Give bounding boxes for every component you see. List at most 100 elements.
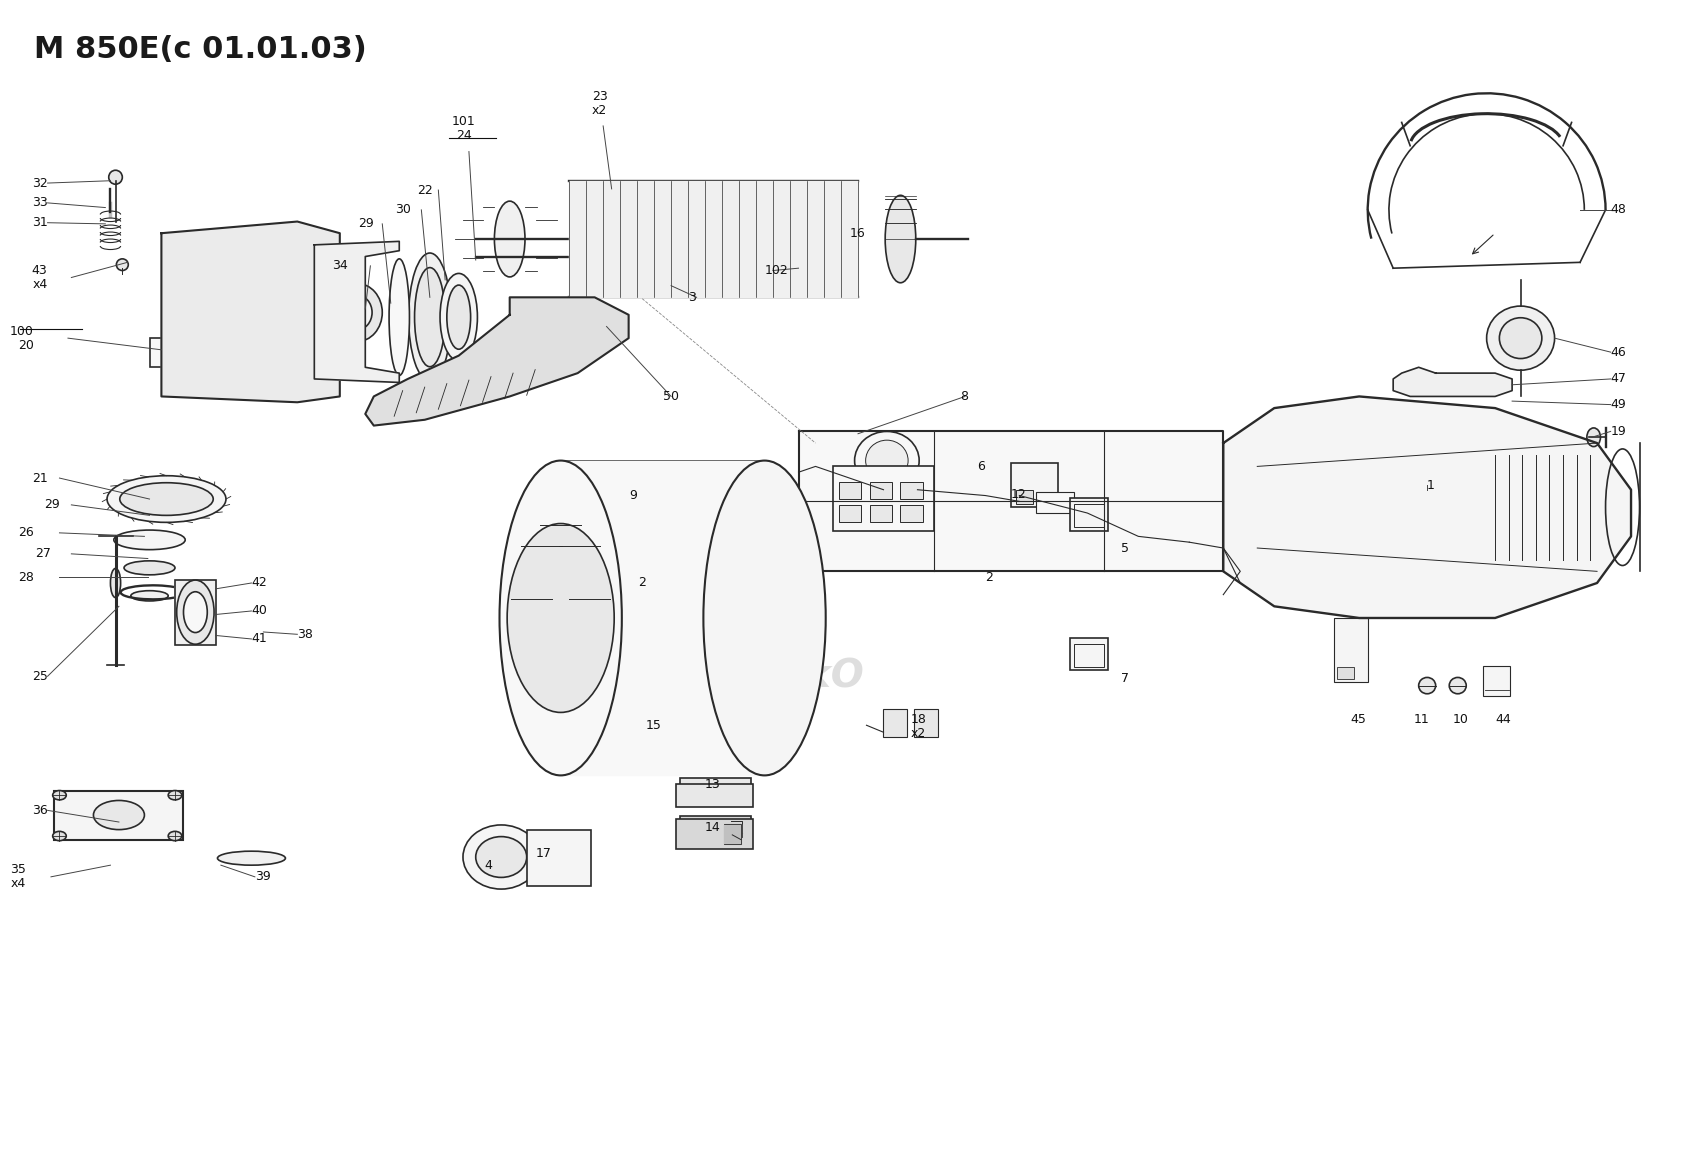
Ellipse shape bbox=[107, 476, 226, 522]
Text: 28: 28 bbox=[19, 570, 34, 584]
Ellipse shape bbox=[233, 293, 270, 330]
Ellipse shape bbox=[217, 851, 285, 865]
Ellipse shape bbox=[885, 195, 915, 283]
Text: 46: 46 bbox=[1610, 345, 1625, 359]
Ellipse shape bbox=[109, 170, 122, 184]
Bar bbox=[869, 505, 891, 522]
Bar bbox=[1073, 504, 1104, 527]
Text: 4: 4 bbox=[484, 858, 492, 872]
Text: 39: 39 bbox=[255, 870, 270, 884]
Ellipse shape bbox=[447, 286, 470, 350]
Text: 8: 8 bbox=[959, 389, 968, 403]
Ellipse shape bbox=[1586, 428, 1600, 447]
Ellipse shape bbox=[115, 259, 127, 271]
Text: 29: 29 bbox=[358, 217, 374, 231]
Bar bbox=[679, 778, 751, 799]
Ellipse shape bbox=[53, 791, 66, 800]
Ellipse shape bbox=[1499, 318, 1542, 359]
Ellipse shape bbox=[124, 561, 175, 575]
Text: 16: 16 bbox=[849, 226, 864, 240]
Ellipse shape bbox=[110, 568, 121, 598]
Ellipse shape bbox=[183, 591, 207, 632]
Text: 23
x2: 23 x2 bbox=[591, 90, 608, 117]
Bar bbox=[1015, 490, 1032, 504]
Ellipse shape bbox=[168, 791, 182, 800]
Ellipse shape bbox=[1418, 677, 1435, 694]
Ellipse shape bbox=[462, 826, 540, 888]
Ellipse shape bbox=[168, 831, 182, 841]
Text: 42: 42 bbox=[251, 576, 267, 590]
Text: 102: 102 bbox=[764, 264, 788, 278]
Ellipse shape bbox=[53, 831, 66, 841]
Ellipse shape bbox=[389, 259, 409, 375]
Bar bbox=[1070, 498, 1107, 531]
Ellipse shape bbox=[494, 201, 525, 276]
Text: 19: 19 bbox=[1610, 424, 1625, 438]
Polygon shape bbox=[365, 297, 628, 426]
Text: 50: 50 bbox=[662, 389, 678, 403]
Text: 40: 40 bbox=[251, 604, 267, 618]
Text: 34: 34 bbox=[333, 259, 348, 273]
Text: 47: 47 bbox=[1610, 372, 1625, 386]
Ellipse shape bbox=[414, 267, 445, 367]
Ellipse shape bbox=[219, 280, 284, 343]
Ellipse shape bbox=[119, 483, 214, 515]
Text: 26: 26 bbox=[19, 526, 34, 540]
Polygon shape bbox=[560, 461, 764, 775]
Text: 35
x4: 35 x4 bbox=[10, 863, 25, 891]
Text: 32: 32 bbox=[32, 176, 48, 190]
Text: 36: 36 bbox=[32, 803, 48, 817]
Text: 9: 9 bbox=[628, 489, 637, 503]
Bar bbox=[900, 505, 922, 522]
Text: 21: 21 bbox=[32, 471, 48, 485]
Polygon shape bbox=[314, 241, 399, 382]
Polygon shape bbox=[161, 222, 340, 402]
Text: 29: 29 bbox=[44, 498, 59, 512]
Text: RyadkO: RyadkO bbox=[698, 658, 864, 695]
Bar bbox=[883, 709, 907, 737]
Bar bbox=[175, 580, 216, 645]
Bar bbox=[869, 482, 891, 499]
Text: 15: 15 bbox=[645, 718, 661, 732]
Text: 101
24: 101 24 bbox=[452, 115, 475, 142]
Polygon shape bbox=[569, 181, 857, 297]
Bar bbox=[1073, 644, 1104, 667]
Ellipse shape bbox=[177, 581, 214, 644]
Bar bbox=[1482, 666, 1510, 696]
Ellipse shape bbox=[93, 800, 144, 830]
Text: 2: 2 bbox=[637, 576, 645, 590]
Ellipse shape bbox=[499, 461, 621, 775]
Text: 13: 13 bbox=[705, 778, 720, 792]
Bar bbox=[1010, 463, 1058, 507]
Text: 100
20: 100 20 bbox=[10, 324, 34, 352]
Text: 38: 38 bbox=[297, 627, 312, 641]
Ellipse shape bbox=[854, 431, 919, 490]
Bar bbox=[679, 816, 751, 842]
Ellipse shape bbox=[131, 591, 168, 600]
Ellipse shape bbox=[440, 274, 477, 361]
Text: 18
x2: 18 x2 bbox=[910, 712, 925, 740]
Text: 10: 10 bbox=[1452, 712, 1467, 726]
Text: 6: 6 bbox=[976, 459, 985, 473]
Ellipse shape bbox=[1486, 305, 1554, 370]
Bar bbox=[1336, 667, 1353, 679]
Bar bbox=[832, 466, 934, 531]
Bar bbox=[839, 482, 861, 499]
Polygon shape bbox=[1392, 367, 1511, 396]
Text: 1: 1 bbox=[1426, 478, 1435, 492]
Text: 41: 41 bbox=[251, 632, 267, 646]
Bar bbox=[526, 830, 591, 886]
Ellipse shape bbox=[408, 253, 452, 381]
Text: 31: 31 bbox=[32, 216, 48, 230]
Text: 12: 12 bbox=[1010, 487, 1026, 501]
Text: 33: 33 bbox=[32, 196, 48, 210]
Polygon shape bbox=[723, 824, 740, 844]
Polygon shape bbox=[798, 431, 1223, 571]
Bar bbox=[1333, 618, 1367, 682]
Text: 49: 49 bbox=[1610, 398, 1625, 412]
Ellipse shape bbox=[341, 295, 372, 330]
Bar bbox=[839, 505, 861, 522]
Bar bbox=[149, 338, 175, 367]
Text: 3: 3 bbox=[688, 290, 696, 304]
Text: 44: 44 bbox=[1494, 712, 1510, 726]
